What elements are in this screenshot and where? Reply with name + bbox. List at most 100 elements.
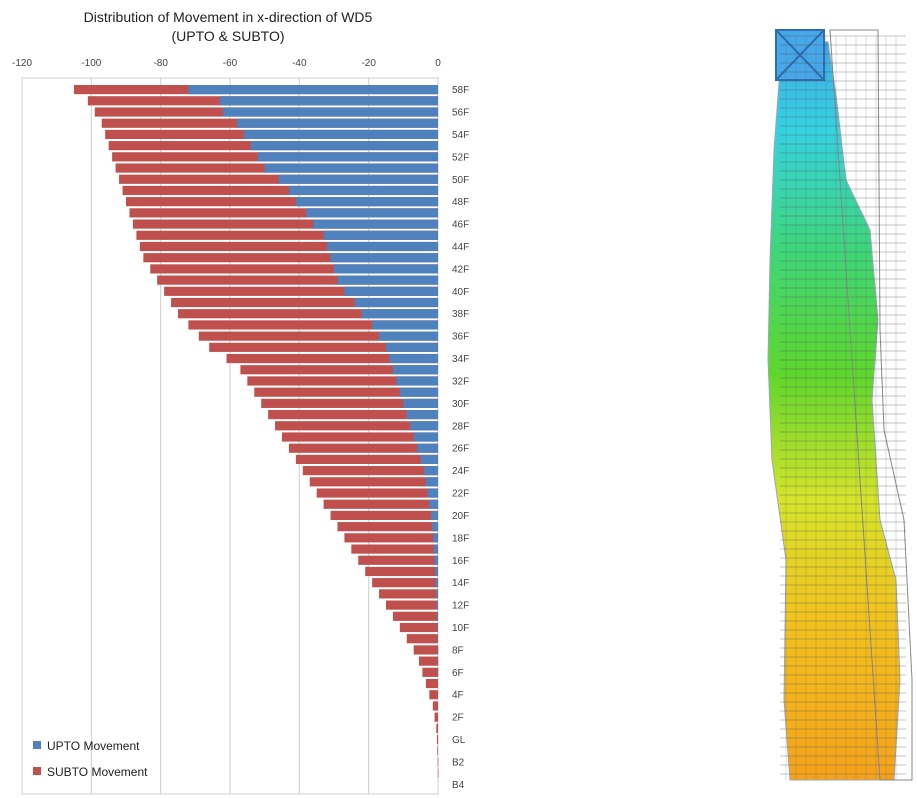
bar-subto [122, 185, 439, 196]
y-tick-label: 10F [452, 623, 469, 634]
bar-subto [288, 443, 438, 453]
bar-upto [361, 309, 438, 319]
y-tick-label: 58F [452, 85, 469, 96]
x-axis-ticks: -120 -100 -80 -60 -40 -20 0 [12, 58, 441, 69]
y-tick-label: B2 [452, 757, 465, 768]
bar-subto [150, 264, 438, 274]
y-tick-label: 52F [452, 152, 469, 163]
y-tick-label: 24F [452, 466, 469, 477]
bar-upto [435, 578, 438, 588]
bar-upto [436, 589, 438, 599]
y-tick-label: 36F [452, 332, 469, 343]
bar-subto [275, 421, 438, 431]
bar-upto [392, 365, 438, 375]
bar-subto [209, 342, 438, 352]
bar-subto [418, 656, 438, 666]
y-tick-label: 40F [452, 287, 469, 298]
bar-upto [417, 443, 438, 453]
bar-subto [302, 466, 438, 476]
bar-subto [136, 230, 438, 240]
y-tick-label: B4 [452, 780, 465, 791]
chart-subtitle: (UPTO & SUBTO) [171, 28, 284, 44]
bar-upto [437, 622, 438, 633]
bar-upto [327, 241, 438, 252]
bar-upto [425, 477, 438, 487]
y-tick-label: 8F [452, 645, 464, 656]
bar-upto [389, 353, 438, 364]
legend-label-subto: SUBTO Movement [47, 765, 148, 779]
bar-upto [410, 421, 438, 431]
structure-model-image [767, 29, 913, 781]
bar-upto [429, 499, 438, 509]
bar-upto [372, 320, 438, 330]
bar-upto [436, 611, 438, 621]
bar-upto [264, 163, 438, 173]
bar-upto [433, 533, 438, 543]
bar-subto [425, 678, 438, 689]
bar-subto [143, 253, 439, 263]
y-tick-label: 4F [452, 690, 464, 701]
tower-floor-lines [780, 35, 906, 780]
y-tick-label: 54F [452, 130, 469, 141]
bar-subto [178, 309, 438, 319]
x-tick-label: -60 [223, 58, 238, 69]
bar-subto [434, 712, 438, 722]
y-tick-label: 46F [452, 220, 469, 231]
bar-upto [288, 185, 438, 196]
bar-upto [313, 219, 438, 229]
bar-subto [437, 757, 439, 767]
bar-subto [309, 477, 438, 487]
bar-upto [432, 522, 438, 532]
bar-upto [330, 253, 438, 263]
y-tick-label: 48F [452, 197, 469, 208]
bar-subto [437, 768, 439, 778]
y-tick-label: 34F [452, 354, 469, 365]
bar-upto [257, 152, 438, 162]
legend-swatch-subto [33, 767, 41, 775]
y-tick-label: 12F [452, 601, 469, 612]
bar-subto [226, 353, 438, 364]
bar-subto [282, 432, 438, 442]
y-tick-label: 42F [452, 264, 469, 275]
x-tick-label: -80 [153, 58, 168, 69]
bar-subto [437, 746, 438, 756]
bar-upto [435, 566, 438, 577]
bar-subto [316, 488, 438, 498]
bar-upto [334, 264, 438, 274]
bar-subto [254, 387, 438, 397]
y-tick-label: 18F [452, 533, 469, 544]
y-tick-label: 6F [452, 668, 464, 679]
bar-upto [413, 432, 438, 442]
bar-subto [432, 701, 438, 711]
tower-core [767, 41, 901, 781]
bar-upto [306, 208, 438, 218]
legend-swatch-upto [33, 741, 41, 749]
bar-subto [436, 734, 438, 745]
y-tick-label: 38F [452, 309, 469, 320]
bar-subto [337, 522, 438, 532]
bar-subto [129, 208, 438, 218]
bar-subto [344, 533, 438, 543]
bar-subto [351, 544, 438, 554]
x-tick-label: -20 [361, 58, 376, 69]
bar-upto [236, 118, 438, 128]
bar-subto [198, 331, 438, 341]
bar-subto [268, 409, 438, 420]
bar-subto [358, 555, 438, 565]
bar-subto [399, 622, 438, 633]
y-axis-ticks: 58F 56F 54F 52F 50F 48F 46F 44F 42F 40F 38F 36F 34F 3… [452, 85, 469, 791]
bar-upto [379, 331, 438, 341]
bar-subto [295, 454, 438, 465]
bar-subto [157, 275, 438, 285]
y-tick-label: 32F [452, 376, 469, 387]
y-tick-label: 26F [452, 444, 469, 455]
bar-subto [365, 566, 438, 577]
bars [74, 85, 439, 778]
bar-upto [399, 387, 438, 397]
bar-subto [139, 241, 438, 252]
bar-upto [437, 645, 439, 655]
bar-upto [219, 96, 438, 106]
bar-upto [431, 510, 438, 521]
bar-upto [420, 454, 438, 465]
